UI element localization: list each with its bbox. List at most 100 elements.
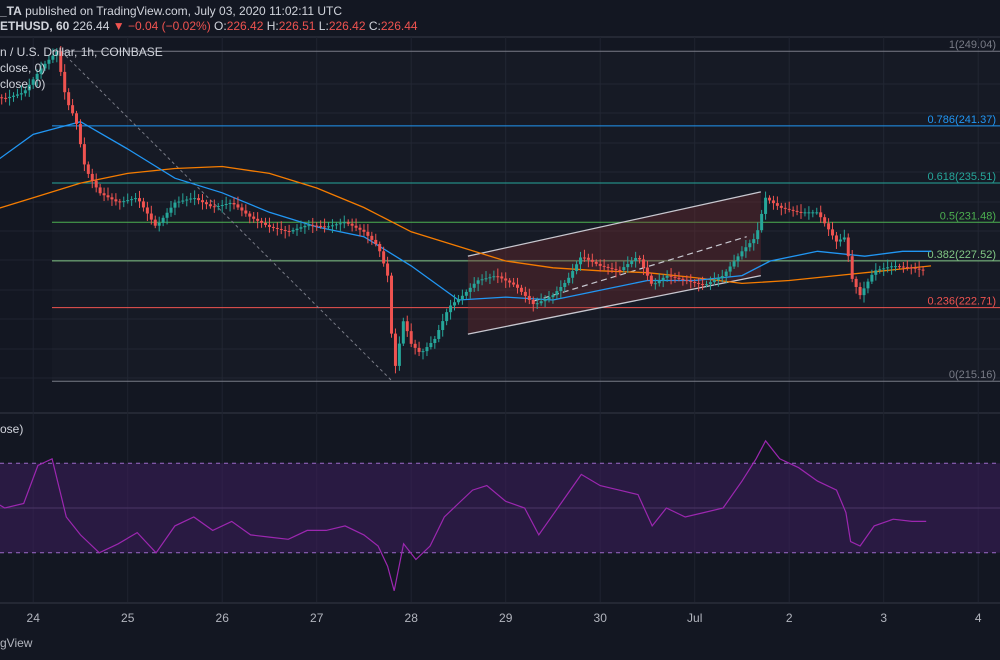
x-tick-label[interactable]: 29: [499, 611, 513, 625]
candle-body: [791, 209, 795, 211]
candle-body: [413, 343, 417, 348]
symbol-name[interactable]: ETHUSD, 60: [0, 19, 70, 33]
candle-body: [886, 267, 890, 269]
candle-body: [586, 257, 590, 260]
candle-body: [98, 187, 102, 194]
x-tick-label[interactable]: 30: [594, 611, 608, 625]
candle-body: [464, 291, 468, 296]
candle-body: [55, 51, 59, 56]
candle-body: [716, 278, 720, 281]
x-tick-label[interactable]: 27: [310, 611, 324, 625]
candle-body: [590, 259, 594, 262]
candle-body: [693, 281, 697, 283]
candle-body: [71, 105, 75, 114]
candle-body: [8, 96, 12, 99]
candle-body: [299, 227, 303, 229]
low-value: 226.42: [328, 19, 366, 33]
fib-level-label: 0(215.16): [949, 369, 996, 381]
candle-body: [606, 266, 610, 268]
high-label: H:: [266, 19, 279, 33]
low-label: L:: [318, 19, 329, 33]
candle-body: [724, 271, 728, 277]
x-tick-label[interactable]: 25: [121, 611, 135, 625]
candle-body: [157, 222, 161, 226]
candle-body: [374, 239, 378, 244]
candle-body: [795, 210, 799, 212]
candle-body: [901, 266, 905, 268]
fib-level-label: 0.236(222.71): [928, 296, 997, 308]
fibonacci-retracement[interactable]: 1(249.04) 0.786(241.37) 0.618(235.51) 0.5(2…: [52, 39, 1000, 382]
candle-body: [126, 200, 130, 202]
candle-body: [500, 276, 504, 279]
candle-body: [240, 207, 244, 211]
candle-body: [602, 265, 606, 267]
candle-body: [264, 222, 268, 225]
candle-body: [39, 68, 43, 74]
candle-body: [63, 71, 67, 93]
candle-body: [220, 205, 224, 207]
candle-body: [756, 230, 760, 240]
candle-body: [393, 333, 397, 366]
candle-body: [169, 207, 173, 213]
x-tick-label[interactable]: 24: [27, 611, 41, 625]
candle-body: [516, 284, 520, 288]
candle-body: [527, 295, 531, 300]
candle-body: [567, 277, 571, 283]
x-tick-label[interactable]: 3: [880, 611, 887, 625]
candle-body: [181, 200, 185, 202]
candle-body: [838, 239, 842, 242]
candle-body: [697, 282, 701, 284]
candle-body: [874, 270, 878, 275]
candle-body: [449, 305, 453, 313]
candle-body: [669, 275, 673, 277]
candle-body: [689, 280, 693, 282]
publish-info: _TA published on TradingView.com, July 0…: [0, 4, 342, 18]
candle-body: [575, 264, 579, 272]
chart-header: _TA published on TradingView.com, July 0…: [0, 0, 1000, 36]
candle-body: [102, 193, 106, 196]
candle-body: [59, 51, 63, 72]
candle-body: [212, 206, 216, 208]
x-tick-label[interactable]: 26: [216, 611, 230, 625]
candle-body: [594, 261, 598, 264]
author-name[interactable]: _TA: [0, 4, 22, 18]
candle-body: [248, 213, 252, 217]
x-tick-label[interactable]: 28: [405, 611, 419, 625]
candle-body: [319, 225, 323, 227]
candle-body: [279, 228, 283, 230]
x-tick-label[interactable]: Jul: [687, 611, 702, 625]
candle-body: [752, 239, 756, 244]
candle-body: [165, 212, 169, 218]
candle-body: [472, 283, 476, 288]
candles: [0, 45, 925, 374]
fib-area: [52, 51, 1000, 381]
ma-fast-line: [0, 121, 931, 301]
candle-body: [519, 287, 523, 292]
x-tick-label[interactable]: 2: [786, 611, 793, 625]
ma-legend-1: close, 0): [0, 61, 46, 75]
time-axis[interactable]: 24 25 26 27 28 29 30 Jul 2 3 4: [27, 611, 982, 625]
price-change: ▼ −0.04 (−0.02%): [112, 19, 211, 33]
candle-body: [67, 92, 71, 106]
candle-body: [878, 269, 882, 271]
candle-body: [657, 280, 661, 284]
candle-body: [775, 203, 779, 206]
candle-body: [311, 225, 315, 227]
candle-body: [476, 280, 480, 284]
candle-body: [653, 283, 657, 285]
candle-body: [358, 227, 362, 230]
candle-body: [492, 276, 496, 278]
rsi-line-path: [0, 439, 927, 591]
candle-body: [208, 204, 212, 207]
candle-body: [563, 282, 567, 287]
candle-body: [535, 303, 539, 305]
candle-body: [760, 213, 764, 231]
candle-body: [685, 279, 689, 281]
candle-body: [19, 93, 23, 95]
candle-body: [894, 266, 898, 268]
candle-body: [338, 223, 342, 225]
x-tick-label[interactable]: 4: [975, 611, 982, 625]
candle-body: [819, 212, 823, 218]
candle-body: [815, 212, 819, 214]
